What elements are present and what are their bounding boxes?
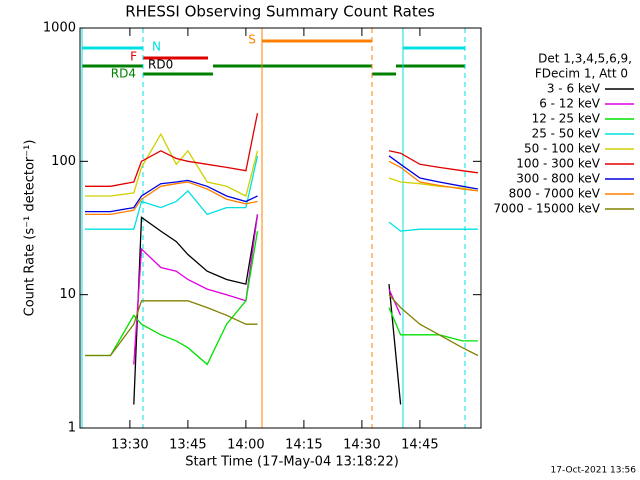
series-line <box>85 155 478 232</box>
flags: N F RD0 RD4 S <box>82 33 465 81</box>
legend-header: FDecim 1, Att 0 <box>535 67 628 81</box>
legend-label: 50 - 100 keV <box>524 142 601 156</box>
flag-label: N <box>152 40 161 54</box>
legend-label: 300 - 800 keV <box>516 172 600 186</box>
event-lines <box>81 28 466 428</box>
flag-label: RD4 <box>111 67 136 81</box>
y-tick-label: 1000 <box>43 21 76 36</box>
chart-title: RHESSI Observing Summary Count Rates <box>125 3 435 21</box>
x-tick-label: 14:45 <box>401 438 438 453</box>
x-axis-label: Start Time (17-May-04 13:18:22) <box>185 455 399 470</box>
flag-label: F <box>130 50 137 64</box>
legend-label: 25 - 50 keV <box>532 127 601 141</box>
series-line <box>85 230 478 366</box>
y-tick-label: 10 <box>59 287 76 302</box>
y-tick-label: 1 <box>68 421 76 436</box>
legend-label: 7000 - 15000 keV <box>493 202 600 216</box>
footer: 17-Oct-2021 13:56 <box>551 466 637 476</box>
legend-label: 800 - 7000 keV <box>509 187 601 201</box>
legend-label: 100 - 300 keV <box>516 157 600 171</box>
flag-label: S <box>248 33 256 47</box>
legend-label: 12 - 25 keV <box>532 112 601 126</box>
series-line <box>85 294 479 357</box>
x-tick-label: 13:30 <box>111 438 148 453</box>
legend-header: Det 1,3,4,5,6,9, <box>538 52 632 66</box>
plot-frame <box>79 27 482 429</box>
x-tick-label: 14:30 <box>343 438 380 453</box>
series-line <box>85 155 479 213</box>
y-axis-label: Count Rate (s⁻¹ detector⁻¹) <box>23 140 38 317</box>
x-tick-label: 14:00 <box>227 438 264 453</box>
series-line <box>133 214 402 405</box>
series-line <box>85 132 479 197</box>
flag-label: RD0 <box>148 58 173 72</box>
legend-label: 6 - 12 keV <box>539 97 601 111</box>
series-line <box>85 160 478 216</box>
series-line <box>85 112 478 187</box>
series-line <box>133 214 402 365</box>
y-tick-label: 100 <box>51 154 76 169</box>
x-tick-label: 14:15 <box>285 438 322 453</box>
legend-label: 3 - 6 keV <box>547 82 601 96</box>
x-tick-label: 13:45 <box>169 438 206 453</box>
